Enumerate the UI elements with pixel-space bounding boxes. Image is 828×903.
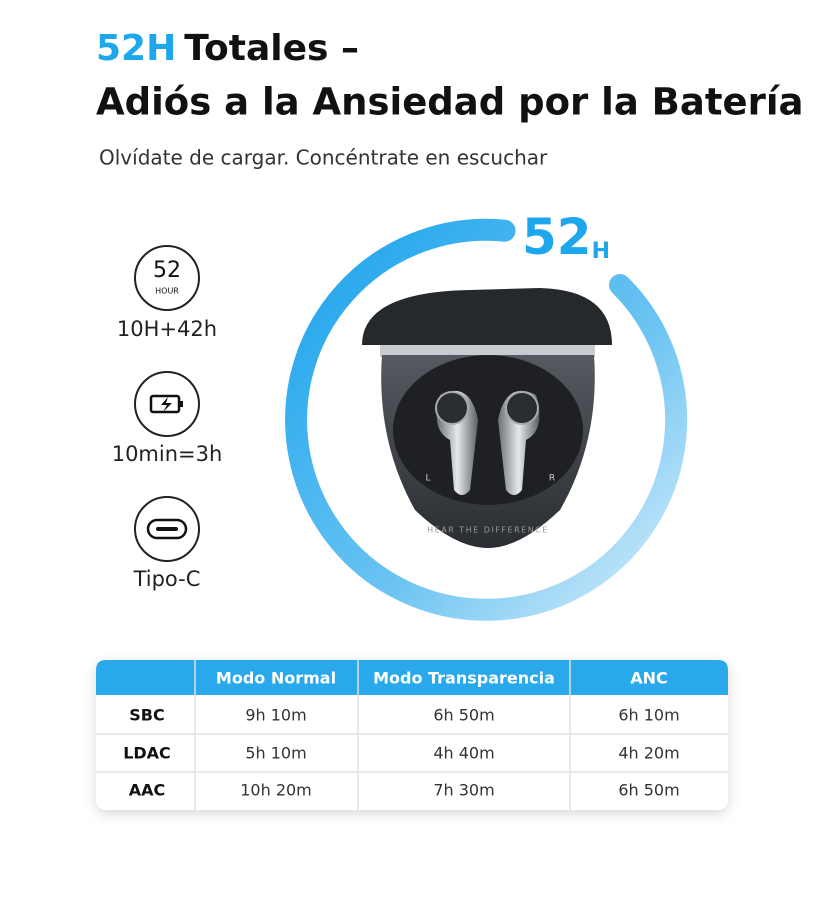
ring-number: 52H: [522, 208, 610, 266]
earbuds-case: L R HEAR THE DIFFERENCE: [362, 288, 612, 548]
column-header: Modo Transparencia: [373, 669, 555, 688]
battery-tip: [180, 401, 183, 407]
table-cell: 6h 10m: [618, 706, 679, 725]
table-cell: 6h 50m: [618, 781, 679, 800]
case-lid: [362, 288, 612, 345]
table: Modo Normal Modo Transparencia ANC SBC 9h 10…: [96, 660, 728, 810]
title-rest: Totales –: [184, 28, 359, 69]
usbc-icon: [146, 518, 188, 540]
icon-circle: [134, 496, 200, 562]
table-cell: 6h 50m: [433, 706, 494, 725]
case-hinge: [380, 345, 595, 357]
icon-number: 52: [153, 258, 181, 283]
battery-icon: [149, 394, 181, 414]
title-highlight: 52H: [96, 28, 176, 69]
column-header: ANC: [630, 669, 668, 688]
earbud-left-head: [435, 391, 469, 425]
feature-label: 10min=3h: [112, 442, 223, 466]
table-cell: 9h 10m: [245, 706, 306, 725]
row-label: SBC: [129, 706, 164, 725]
table-cell: 4h 40m: [433, 744, 494, 763]
column-header: Modo Normal: [216, 669, 336, 688]
ring-number-value: 52: [522, 208, 592, 266]
usbc-pin: [156, 527, 178, 531]
title: 52H Totales –: [96, 28, 359, 69]
feature-usbc: Tipo-C: [133, 496, 201, 591]
table-cell: 4h 20m: [618, 744, 679, 763]
battery-ring: [285, 218, 688, 621]
title-line2: Adiós a la Ansiedad por la Batería: [96, 81, 804, 124]
icon-circle: [134, 245, 200, 311]
table-lines: [96, 660, 728, 810]
feature-label: Tipo-C: [133, 567, 201, 591]
table-cell: 7h 30m: [433, 781, 494, 800]
bolt-icon: [161, 397, 172, 412]
right-mark: R: [549, 474, 555, 484]
earbud-right-head: [505, 391, 539, 425]
case-cavity: [393, 355, 583, 505]
subtitle: Olvídate de cargar. Concéntrate en escuc…: [99, 146, 548, 170]
table-cell: 10h 20m: [240, 781, 312, 800]
table-cell: 5h 10m: [245, 744, 306, 763]
row-label: LDAC: [123, 744, 171, 763]
feature-charge: 10min=3h: [112, 371, 223, 466]
ring-unit: H: [592, 239, 610, 264]
icon-circle: [134, 371, 200, 437]
left-mark: L: [425, 474, 430, 484]
feature-hours: 52 HOUR 10H+42h: [117, 245, 217, 341]
feature-label: 10H+42h: [117, 317, 217, 341]
icon-unit: HOUR: [155, 287, 179, 296]
row-label: AAC: [129, 781, 166, 800]
engraving: HEAR THE DIFFERENCE: [427, 526, 549, 535]
